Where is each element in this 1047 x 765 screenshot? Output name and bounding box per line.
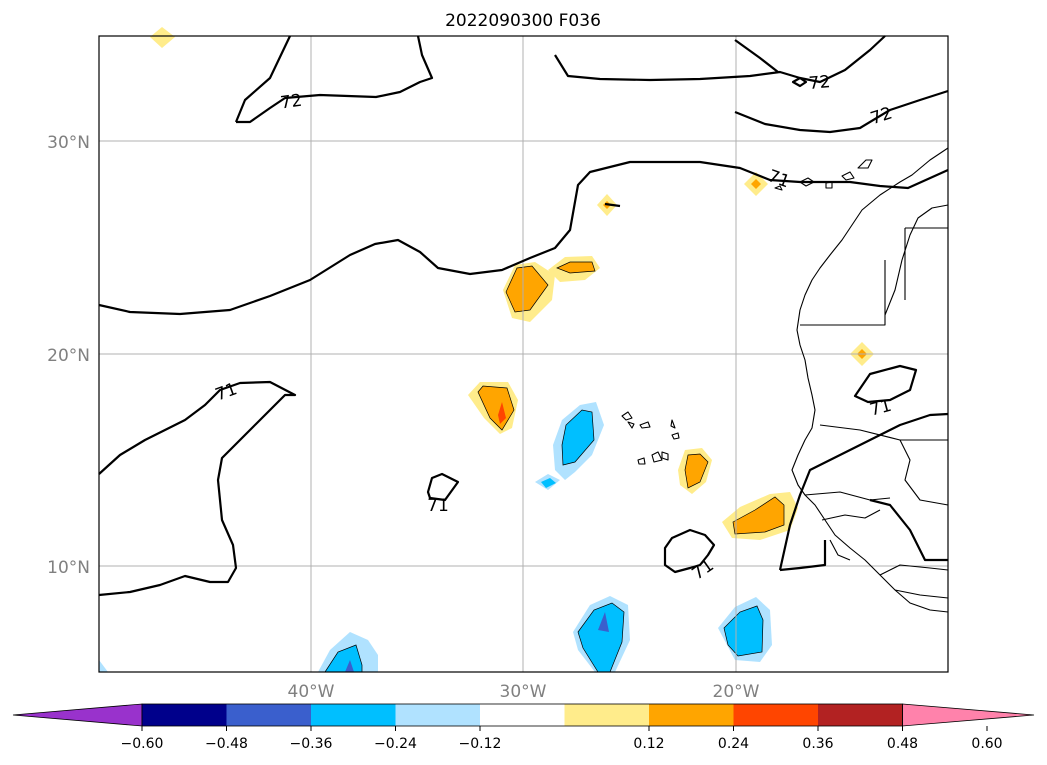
colorbar-tick-label: −0.12 xyxy=(459,736,502,752)
colorbar-segment xyxy=(395,704,480,726)
lat-label: 10°N xyxy=(47,558,90,578)
colorbar-segment xyxy=(311,704,396,726)
colorbar-tick-label: −0.60 xyxy=(121,736,164,752)
colorbar-tick-label: 0.60 xyxy=(971,736,1002,752)
lat-label: 30°N xyxy=(47,133,90,153)
lon-label: 30°W xyxy=(500,682,547,702)
colorbar-segment xyxy=(818,704,903,726)
map-panel: 72 72 72 71 71 71 71 71 xyxy=(98,27,949,673)
contours xyxy=(98,35,949,597)
colorbar-segment xyxy=(733,704,818,726)
colorbar-tick-label: −0.24 xyxy=(374,736,417,752)
colorbar-tick-label: 0.24 xyxy=(718,736,749,752)
colorbar-segment xyxy=(480,704,565,726)
colorbar-segment xyxy=(226,704,311,726)
colorbar-segment xyxy=(564,704,649,726)
colorbar-tick-label: −0.36 xyxy=(290,736,333,752)
contour-label: 72 xyxy=(279,91,303,114)
colorbar-segment xyxy=(12,703,143,727)
lat-label: 20°N xyxy=(47,346,90,366)
colorbar-tick-label: 0.36 xyxy=(802,736,833,752)
colorbar: −0.60 −0.48 −0.36 −0.24 −0.12 0.12 0.24 0.36 0.4… xyxy=(12,703,1035,752)
colorbar-segment xyxy=(902,703,1035,727)
colorbar-tick-label: 0.48 xyxy=(887,736,918,752)
colorbar-segment xyxy=(649,704,734,726)
gridlines xyxy=(99,36,948,672)
anomaly-outlines xyxy=(324,261,785,673)
lon-label: 20°W xyxy=(713,682,760,702)
map-title: 2022090300 F036 xyxy=(445,11,601,31)
contour-label: 71 xyxy=(427,496,449,516)
lon-label: 40°W xyxy=(288,682,335,702)
longitude-labels: 40°W 30°W 20°W xyxy=(288,682,760,702)
colorbar-tick-label: −0.48 xyxy=(205,736,248,752)
colorbar-tick-label: 0.12 xyxy=(633,736,664,752)
colorbar-segment xyxy=(142,704,227,726)
latitude-labels: 30°N 20°N 10°N xyxy=(47,133,90,578)
contour-label: 72 xyxy=(808,72,831,94)
